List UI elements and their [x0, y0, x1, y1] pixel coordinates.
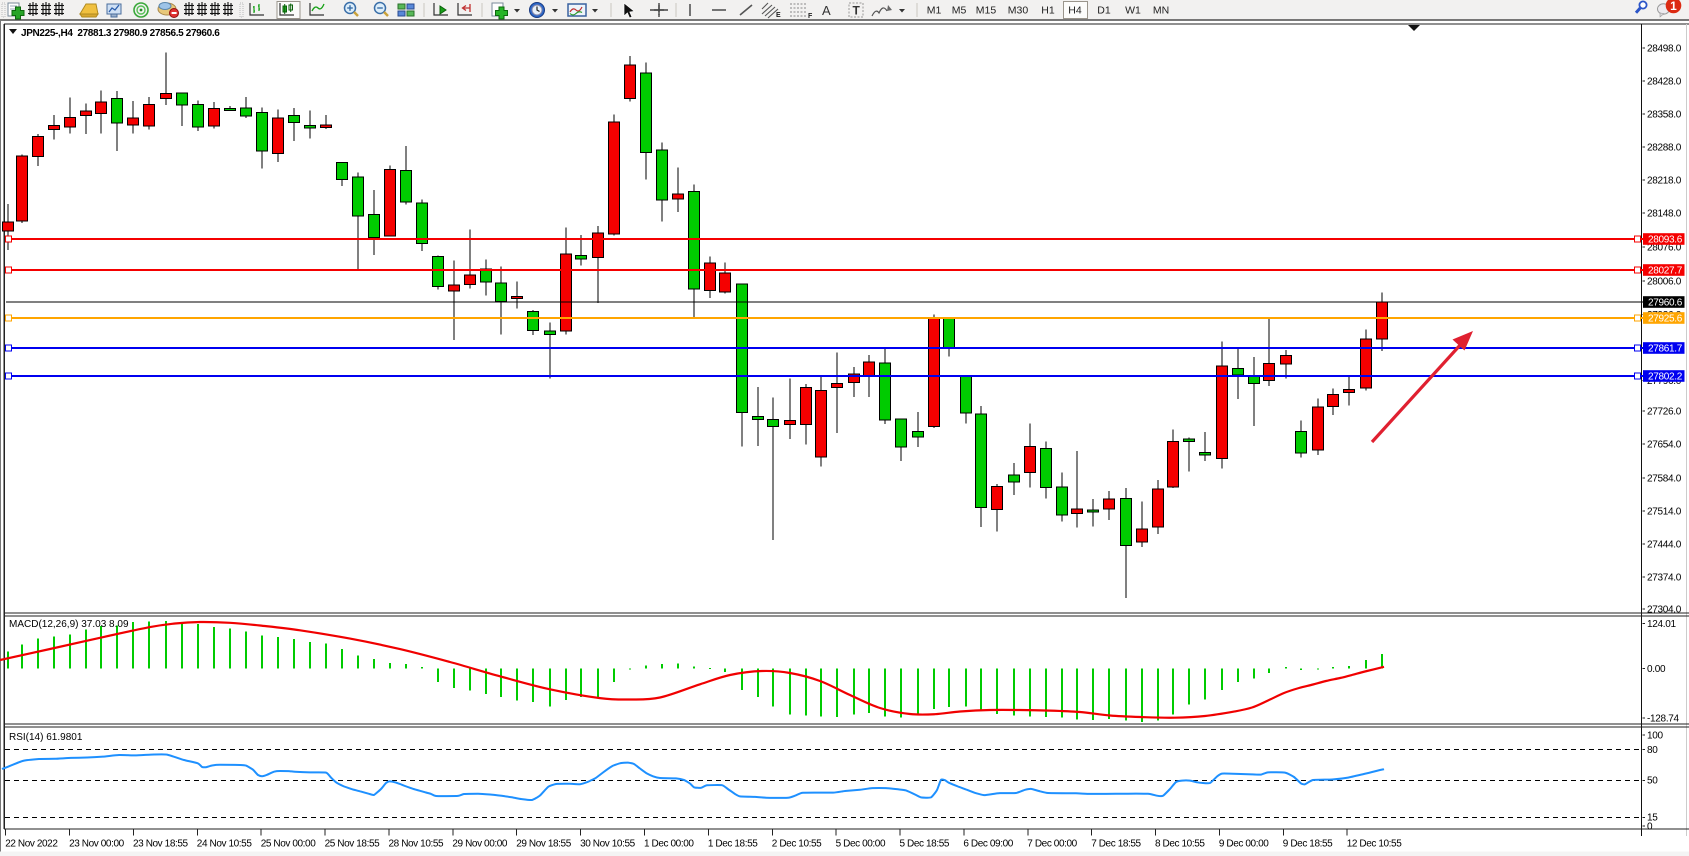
- svg-text:M1: M1: [927, 5, 942, 17]
- svg-text:25 Nov 18:55: 25 Nov 18:55: [325, 839, 381, 850]
- svg-text:W1: W1: [1125, 5, 1141, 17]
- svg-text:27861.7: 27861.7: [1648, 343, 1683, 354]
- svg-text:1: 1: [1670, 0, 1677, 13]
- svg-text:28093.6: 28093.6: [1648, 234, 1683, 245]
- svg-text:1 Dec 00:00: 1 Dec 00:00: [644, 839, 694, 850]
- svg-text:8 Dec 10:55: 8 Dec 10:55: [1155, 839, 1205, 850]
- svg-text:9 Dec 18:55: 9 Dec 18:55: [1283, 839, 1333, 850]
- svg-text:28428.0: 28428.0: [1647, 76, 1682, 87]
- svg-text:27374.0: 27374.0: [1647, 572, 1682, 583]
- svg-text:27304.0: 27304.0: [1647, 604, 1682, 615]
- svg-text:27514.0: 27514.0: [1647, 506, 1682, 517]
- svg-text:9 Dec 00:00: 9 Dec 00:00: [1219, 839, 1269, 850]
- svg-text:MACD(12,26,9) 37.03 8.09: MACD(12,26,9) 37.03 8.09: [9, 619, 129, 630]
- svg-text:28288.0: 28288.0: [1647, 142, 1682, 153]
- svg-text:H4: H4: [1068, 5, 1082, 17]
- svg-text:28148.0: 28148.0: [1647, 208, 1682, 219]
- svg-text:28218.0: 28218.0: [1647, 175, 1682, 186]
- svg-text:15: 15: [1647, 813, 1658, 824]
- svg-text:27960.6: 27960.6: [1648, 297, 1683, 308]
- svg-text:22 Nov 2022: 22 Nov 2022: [5, 839, 58, 850]
- svg-text:100: 100: [1647, 730, 1664, 741]
- svg-text:5 Dec 00:00: 5 Dec 00:00: [836, 839, 886, 850]
- svg-text:27802.2: 27802.2: [1648, 371, 1683, 382]
- svg-text:27654.0: 27654.0: [1647, 439, 1682, 450]
- svg-text:28006.0: 28006.0: [1647, 276, 1682, 287]
- svg-text:M15: M15: [976, 5, 997, 17]
- svg-text:T: T: [853, 4, 861, 18]
- svg-text:23 Nov 00:00: 23 Nov 00:00: [69, 839, 125, 850]
- svg-text:F: F: [808, 13, 813, 20]
- svg-text:12 Dec 10:55: 12 Dec 10:55: [1347, 839, 1403, 850]
- svg-text:28358.0: 28358.0: [1647, 109, 1682, 120]
- svg-text:7 Dec 00:00: 7 Dec 00:00: [1027, 839, 1077, 850]
- svg-text:29 Nov 00:00: 29 Nov 00:00: [452, 839, 508, 850]
- svg-text:-128.74: -128.74: [1647, 713, 1680, 724]
- svg-text:28027.7: 28027.7: [1648, 265, 1683, 276]
- svg-text:A: A: [822, 3, 831, 18]
- svg-text:JPN225-,H4 27881.3 27980.9 27: JPN225-,H4 27881.3 27980.9 27856.5 27960…: [21, 28, 220, 39]
- svg-text:27584.0: 27584.0: [1647, 473, 1682, 484]
- svg-text:M30: M30: [1008, 5, 1029, 17]
- svg-text:30 Nov 10:55: 30 Nov 10:55: [580, 839, 636, 850]
- svg-text:E: E: [776, 12, 781, 19]
- svg-text:124.01: 124.01: [1647, 619, 1677, 630]
- svg-text:50: 50: [1647, 776, 1658, 787]
- svg-text:5 Dec 18:55: 5 Dec 18:55: [900, 839, 950, 850]
- svg-text:28498.0: 28498.0: [1647, 43, 1682, 54]
- svg-text:27726.0: 27726.0: [1647, 406, 1682, 417]
- svg-text:27925.6: 27925.6: [1648, 313, 1683, 324]
- svg-text:6 Dec 09:00: 6 Dec 09:00: [963, 839, 1013, 850]
- svg-text:M5: M5: [952, 5, 967, 17]
- svg-text:0: 0: [1647, 821, 1653, 832]
- svg-text:2 Dec 10:55: 2 Dec 10:55: [772, 839, 822, 850]
- svg-text:25 Nov 00:00: 25 Nov 00:00: [261, 839, 317, 850]
- svg-text:23 Nov 18:55: 23 Nov 18:55: [133, 839, 189, 850]
- svg-text:H1: H1: [1041, 5, 1055, 17]
- svg-text:80: 80: [1647, 745, 1658, 756]
- svg-text:0.00: 0.00: [1647, 664, 1666, 675]
- svg-text:29 Nov 18:55: 29 Nov 18:55: [516, 839, 572, 850]
- svg-text:7 Dec 18:55: 7 Dec 18:55: [1091, 839, 1141, 850]
- svg-text:D1: D1: [1097, 5, 1111, 17]
- svg-text:28076.0: 28076.0: [1647, 242, 1682, 253]
- svg-text:24 Nov 10:55: 24 Nov 10:55: [197, 839, 253, 850]
- svg-text:MN: MN: [1153, 5, 1169, 17]
- svg-text:27444.0: 27444.0: [1647, 539, 1682, 550]
- svg-text:RSI(14) 61.9801: RSI(14) 61.9801: [9, 732, 83, 743]
- svg-text:28 Nov 10:55: 28 Nov 10:55: [389, 839, 445, 850]
- svg-text:1 Dec 18:55: 1 Dec 18:55: [708, 839, 758, 850]
